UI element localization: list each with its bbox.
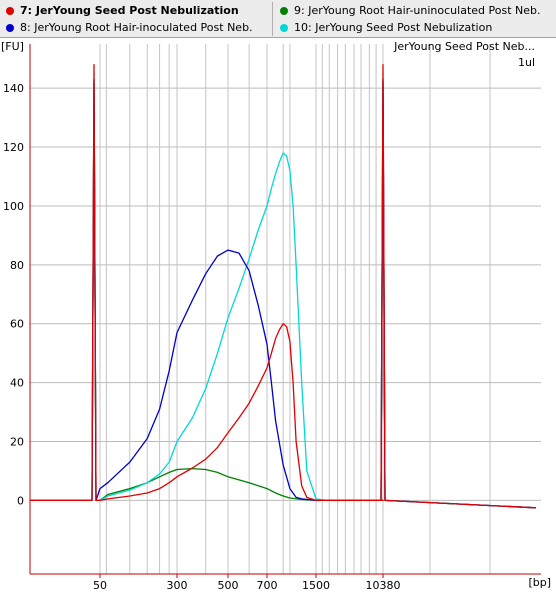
legend-label: 10: JerYoung Seed Post Nebulization [294, 21, 493, 34]
legend-label: 8: JerYoung Root Hair-inoculated Post Ne… [20, 21, 253, 34]
x-tick-labels: 50 300 500 700 1500 10380 [93, 574, 401, 592]
x-tick-label: 300 [167, 579, 188, 592]
horizontal-grid [30, 87, 541, 501]
volume-label: 1ul [518, 56, 535, 69]
y-tick-label: 60 [10, 318, 24, 331]
y-tick-label: 120 [3, 141, 24, 154]
legend-dot-icon [280, 23, 288, 32]
legend-item-sample-9[interactable]: 9: JerYoung Root Hair-uninoculated Post … [280, 2, 541, 19]
sample-name-label: JerYoung Seed Post Neb... [393, 40, 535, 53]
legend-item-sample-10[interactable]: 10: JerYoung Seed Post Nebulization [280, 19, 492, 36]
x-tick-label: 500 [218, 579, 239, 592]
legend-dot-icon [6, 23, 14, 32]
y-axis-unit: [FU] [1, 40, 24, 53]
y-tick-label: 140 [3, 82, 24, 95]
x-tick-label: 1500 [302, 579, 330, 592]
y-tick-label: 0 [17, 494, 24, 507]
legend-dot-icon [280, 6, 288, 15]
legend-item-sample-8[interactable]: 8: JerYoung Root Hair-inoculated Post Ne… [6, 19, 253, 36]
y-tick-label: 40 [10, 377, 24, 390]
electropherogram-plot[interactable]: 0 20 40 60 80 100 120 140 50 300 500 700 1500 10380 … [0, 38, 556, 603]
x-tick-label: 50 [93, 579, 107, 592]
series-layer [30, 63, 537, 509]
legend-label: 7: JerYoung Seed Post Nebulization [20, 4, 239, 17]
legend-label: 9: JerYoung Root Hair-uninoculated Post … [294, 4, 541, 17]
y-tick-label: 20 [10, 436, 24, 449]
x-tick-label: 10380 [366, 579, 401, 592]
y-tick-label: 100 [3, 200, 24, 213]
vertical-grid [99, 44, 491, 574]
x-tick-label: 700 [257, 579, 278, 592]
legend-divider [272, 2, 273, 36]
series-line [30, 84, 537, 509]
legend-dot-icon [6, 6, 14, 15]
legend-bar: 7: JerYoung Seed Post Nebulization 9: Je… [0, 0, 556, 38]
y-tick-label: 80 [10, 259, 24, 272]
series-line [30, 63, 537, 509]
x-axis-unit: [bp] [528, 576, 551, 589]
legend-item-sample-7[interactable]: 7: JerYoung Seed Post Nebulization [6, 2, 239, 19]
y-tick-labels: 0 20 40 60 80 100 120 140 [3, 82, 24, 507]
axes [29, 44, 541, 575]
